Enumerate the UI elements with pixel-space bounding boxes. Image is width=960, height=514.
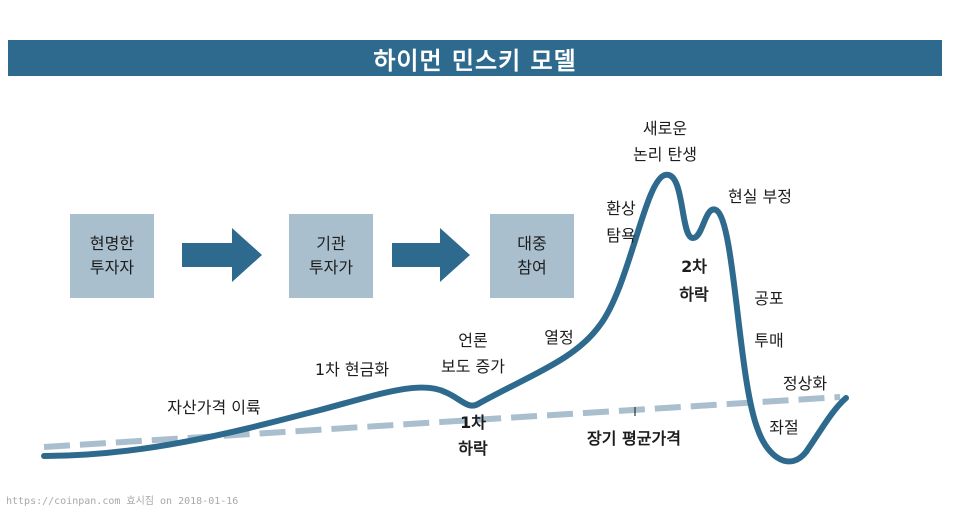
title-bar: 하이먼 민스키 모델 bbox=[8, 40, 942, 76]
label-new-logic-1: 새로운 bbox=[643, 119, 687, 138]
watermark: https://coinpan.com 효시짐 on 2018-01-16 bbox=[6, 496, 239, 507]
label-second-drop-2: 하락 bbox=[679, 285, 709, 304]
label-media-2: 보도 증가 bbox=[441, 357, 505, 376]
label-first-drop-1: 1차 bbox=[460, 413, 486, 432]
stage-label-1a: 현명한 bbox=[90, 234, 134, 253]
stage-label-3a: 대중 bbox=[517, 234, 546, 253]
label-normalize: 정상화 bbox=[783, 374, 827, 393]
stage-label-1b: 투자자 bbox=[90, 258, 134, 277]
label-new-logic-2: 논리 탄생 bbox=[633, 145, 697, 164]
stage-box-smart-investors: 현명한 투자자 bbox=[70, 214, 154, 298]
stage-box-public-participation: 대중 참여 bbox=[490, 214, 574, 298]
label-greed-2: 탐욕 bbox=[606, 226, 635, 245]
arrow-icon bbox=[182, 228, 262, 282]
label-first-cash-out: 1차 현금화 bbox=[315, 360, 389, 379]
label-denial: 현실 부정 bbox=[728, 187, 792, 206]
label-asset-price-rise: 자산가격 이륙 bbox=[167, 398, 260, 417]
label-media-1: 언론 bbox=[458, 331, 487, 350]
stage-label-3b: 참여 bbox=[517, 258, 546, 277]
label-second-drop-1: 2차 bbox=[681, 257, 707, 276]
stage-box-institutional-investors: 기관 투자가 bbox=[289, 214, 373, 298]
label-enthusiasm: 열정 bbox=[544, 328, 573, 347]
label-fear: 공포 bbox=[754, 289, 783, 308]
long-term-average-line bbox=[43, 394, 841, 450]
price-curve bbox=[41, 171, 849, 465]
page-title: 하이먼 민스키 모델 bbox=[373, 46, 577, 75]
label-despair: 좌절 bbox=[769, 418, 798, 437]
stage-label-2b: 투자가 bbox=[309, 258, 353, 277]
label-dumping: 투매 bbox=[754, 331, 783, 350]
stage-label-2a: 기관 bbox=[316, 234, 346, 253]
label-first-drop-2: 하락 bbox=[458, 439, 488, 458]
arrow-icon bbox=[392, 228, 470, 282]
label-long-term-average: 장기 평균가격 bbox=[587, 429, 681, 448]
label-greed-1: 환상 bbox=[606, 199, 636, 218]
